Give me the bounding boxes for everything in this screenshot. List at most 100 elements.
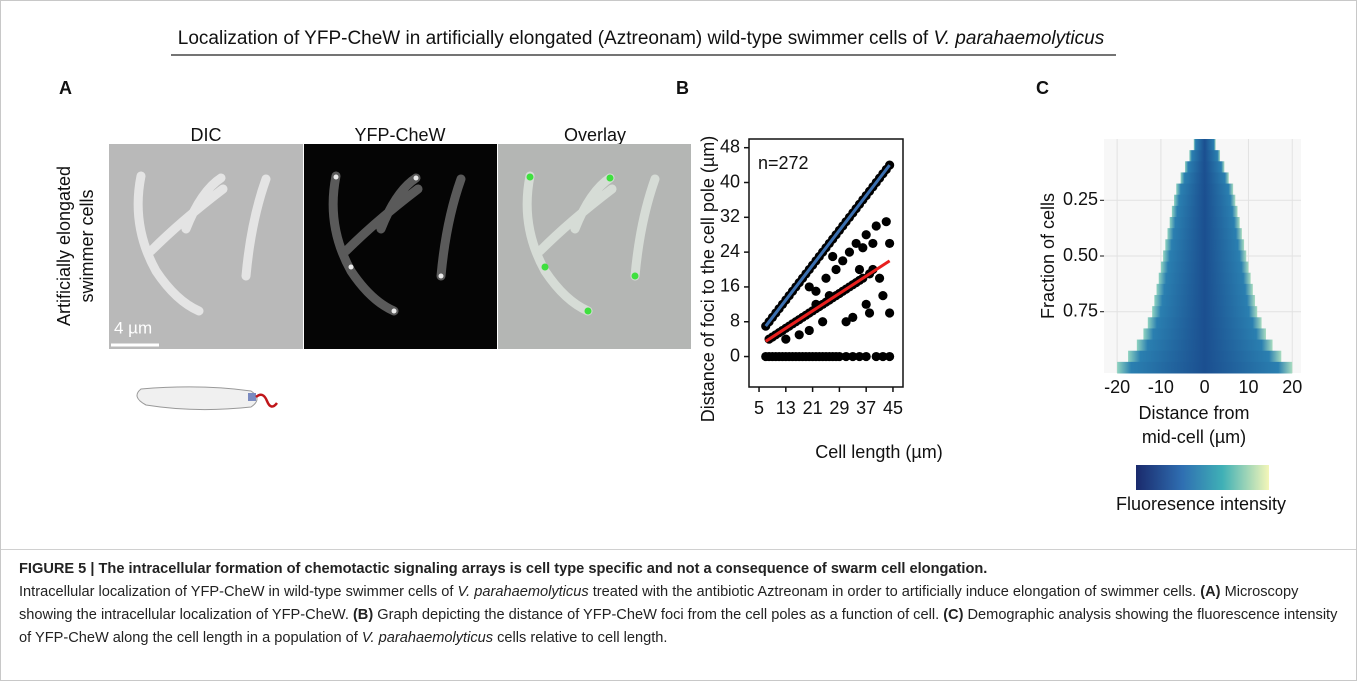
data-point [841,317,851,327]
column-title: YFP-CheW [354,125,445,145]
data-point [861,299,871,309]
x-tick-label: 45 [883,398,903,418]
trend-line [764,164,891,328]
colorbar [1136,465,1269,490]
annotation: n=272 [758,153,809,173]
x-tick-label: 37 [856,398,876,418]
demograph-row [1117,361,1293,374]
data-point [818,317,828,327]
column-title: Overlay [564,125,626,145]
data-point [838,256,848,266]
y-axis-label: Fraction of cells [1038,193,1058,319]
caption-text: cells relative to cell length. [493,630,668,646]
figure: Localization of YFP-CheW in artificially… [54,28,1303,514]
data-point [848,312,858,322]
caption-text: Intracellular localization of YFP-CheW i… [19,584,458,600]
data-point [854,351,865,362]
x-tick-label: 10 [1238,377,1258,397]
demograph-row [1184,161,1225,173]
data-point [885,238,895,249]
x-tick-label: 29 [829,398,849,418]
data-point [885,308,895,318]
row-label: swimmer cells [77,189,97,302]
micrographs: 4 µm [109,144,691,349]
y-tick-label: 32 [720,206,740,226]
demograph-row [1189,150,1221,162]
panel-label: B [676,78,689,98]
title-text: Localization of YFP-CheW in artificially… [178,28,934,49]
demograph-row [1174,194,1236,207]
y-tick-label: 16 [720,276,740,296]
caption-text: Microscopy showing the intracellular loc… [19,584,1299,623]
data-point [881,217,891,227]
y-tick-label: 40 [720,171,740,191]
data-point [844,247,855,257]
demograph-row [1136,339,1273,352]
y-tick-label: 0 [730,345,740,365]
cell-cartoon [136,386,278,411]
caption-text: Graph depicting the distance of YFP-CheW… [373,607,944,623]
y-tick-label: 0.25 [1063,189,1098,209]
data-point [885,351,895,362]
plot-frame [748,138,904,388]
data-point [878,351,888,362]
data-point [861,351,871,362]
title-italic: V. parahaemolyticus [933,28,1104,49]
x-tick-label: 0 [1200,377,1210,397]
caption-text: Demographic analysis showing the fluores… [19,607,1338,646]
demograph-row [1143,328,1266,341]
figure-title: Localization of YFP-CheW in artificially… [178,28,1105,49]
demograph-row [1171,205,1238,218]
data-point [861,230,871,240]
demograph-row [1158,272,1251,285]
data-point [878,291,888,301]
caption-body: Intracellular localization of YFP-CheW i… [19,581,1338,650]
trend-line [764,259,891,343]
data-point [868,238,878,249]
row-label: Artificially elongated [54,166,74,326]
data-point [811,286,821,296]
data-point [871,351,881,362]
demograph-row [1165,239,1245,251]
data-point [831,264,841,275]
data-point [841,351,851,362]
y-axis-label: Distance of foci to the cell pole (µm) [698,136,718,423]
demograph-row [1176,183,1234,196]
data-point [854,264,865,275]
caption-italic: V. parahaemolyticus [361,630,494,646]
data-point [794,330,804,340]
demograph-row [1169,217,1240,229]
demograph-row [1180,172,1229,185]
data-point [871,221,881,231]
caption: FIGURE 5 | The intracellular formation o… [1,549,1356,650]
data-point [874,273,885,283]
data-point [864,308,875,318]
demograph-row [1147,317,1262,329]
demograph-row [1160,261,1249,274]
y-tick-label: 48 [720,136,740,156]
data-point [781,334,791,344]
x-tick-label: -10 [1148,377,1174,397]
data-point [804,325,814,336]
y-tick-label: 0.75 [1063,300,1098,320]
caption-text: treated with the antibiotic Aztreonam in… [588,584,1201,600]
caption-heading: FIGURE 5 | The intracellular formation o… [19,561,988,577]
column-title: DIC [191,125,222,145]
demograph-row [1167,228,1242,240]
y-tick-label: 0.50 [1063,245,1098,265]
data-point [821,273,831,283]
caption-ref: (C) [943,607,964,623]
caption-ref: (B) [352,607,374,623]
scale-bar-label: 4 µm [114,318,152,337]
x-tick-label: 20 [1282,377,1302,397]
caption-italic: V. parahaemolyticus [457,584,589,600]
data-point [851,238,861,249]
data-point [848,351,858,362]
colorbar-label: Fluoresence intensity [1116,494,1286,514]
y-tick-label: 24 [720,241,740,261]
data-point [858,243,868,253]
demograph-row [1152,306,1258,318]
x-tick-label: 13 [776,398,796,418]
demograph-row [1163,250,1247,263]
